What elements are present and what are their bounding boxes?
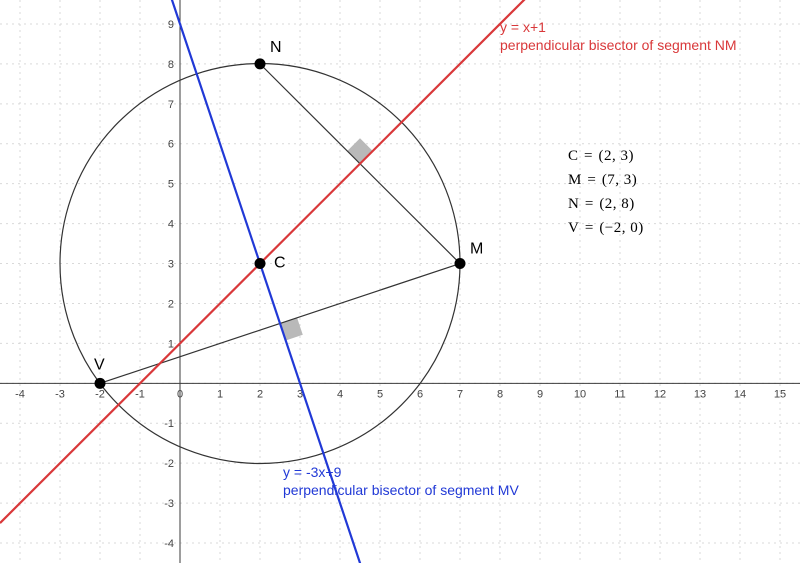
y-tick-label: -3 [164, 498, 174, 510]
y-tick-label: -1 [164, 418, 174, 430]
y-tick-label: 5 [168, 179, 174, 191]
y-tick-label: 7 [168, 99, 174, 111]
y-tick-label: 6 [168, 139, 174, 151]
x-tick-label: 4 [337, 388, 343, 400]
x-tick-label: 10 [574, 388, 586, 400]
x-tick-label: -1 [135, 388, 145, 400]
point-V [95, 378, 106, 389]
x-tick-label: 12 [654, 388, 666, 400]
x-tick-label: 14 [734, 388, 746, 400]
coord-entry-N: N=(2, 8) [568, 196, 635, 212]
line-equation: y = -3x+9 [283, 464, 342, 480]
geometry-plot: -4-3-2-10123456789101112131415-4-3-2-112… [0, 0, 800, 563]
x-tick-label: -3 [55, 388, 65, 400]
coord-entry-M: M=(7, 3) [568, 172, 637, 188]
point-label-C: C [274, 255, 286, 272]
x-tick-label: 7 [457, 388, 463, 400]
y-tick-label: 8 [168, 59, 174, 71]
y-tick-label: 2 [168, 298, 174, 310]
point-label-V: V [94, 356, 105, 373]
y-tick-label: -2 [164, 458, 174, 470]
y-tick-label: 9 [168, 19, 174, 31]
coord-entry-C: C=(2, 3) [568, 148, 634, 164]
x-tick-label: 13 [694, 388, 706, 400]
line-description: perpendicular bisector of segment NM [500, 37, 737, 53]
x-tick-label: -4 [15, 388, 25, 400]
line-description: perpendicular bisector of segment MV [283, 482, 519, 498]
point-M [455, 258, 466, 269]
y-tick-label: 3 [168, 259, 174, 271]
x-tick-label: 2 [257, 388, 263, 400]
point-label-M: M [470, 241, 483, 258]
y-tick-label: 1 [168, 338, 174, 350]
point-label-N: N [270, 39, 282, 56]
x-tick-label: 0 [177, 388, 183, 400]
point-C [255, 258, 266, 269]
line-equation: y = x+1 [500, 19, 546, 35]
x-tick-label: 1 [217, 388, 223, 400]
x-tick-label: 11 [614, 388, 625, 400]
point-N [255, 58, 266, 69]
x-tick-label: 9 [537, 388, 543, 400]
x-tick-label: 5 [377, 388, 383, 400]
y-tick-label: -4 [164, 538, 174, 550]
y-tick-label: 4 [168, 219, 174, 231]
x-tick-label: 15 [774, 388, 786, 400]
x-tick-label: 8 [497, 388, 503, 400]
x-tick-label: -2 [95, 388, 105, 400]
x-tick-label: 6 [417, 388, 423, 400]
